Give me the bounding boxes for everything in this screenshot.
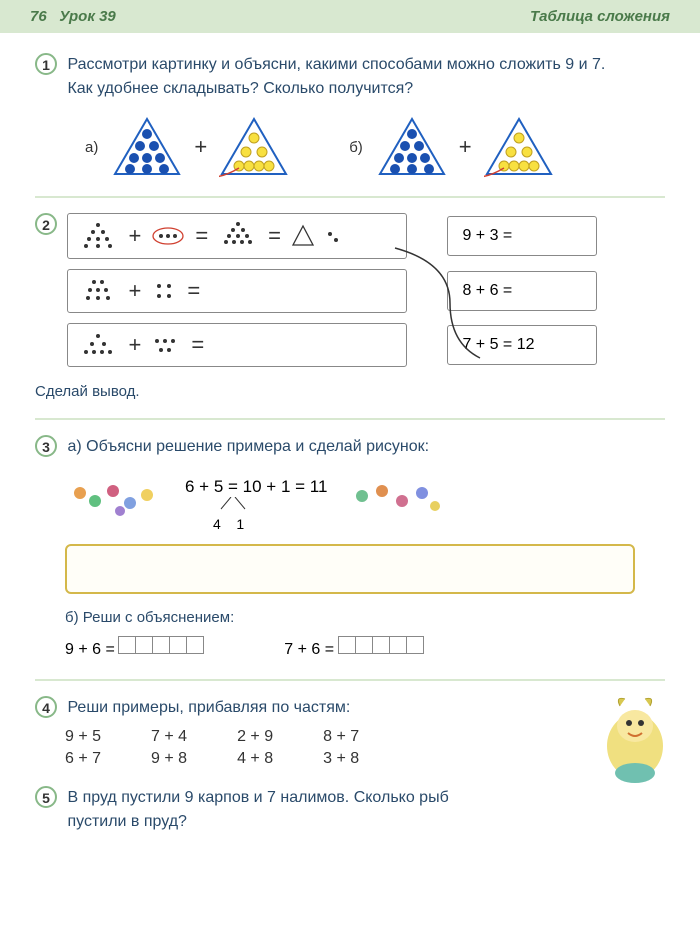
example-col: 9 + 5 6 + 7 (65, 728, 101, 768)
header-left: 76 Урок 39 (30, 8, 116, 25)
triangle-9-blue-icon (112, 116, 182, 178)
dots-3-circled-icon (151, 226, 185, 246)
equation-box: 9 + 3 = (447, 216, 597, 256)
divider (35, 679, 665, 681)
task3-text-b: б) Реши с объяснением: (65, 609, 665, 626)
task-badge: 3 (35, 435, 57, 457)
plus-icon: + (459, 134, 472, 160)
triangle-7-yellow-icon (219, 116, 289, 178)
task-badge: 5 (35, 786, 57, 808)
triangle-outline-icon (291, 223, 319, 249)
task-text: Рассмотри картинку и объясни, какими спо… (67, 53, 627, 101)
answer-cells[interactable] (339, 636, 424, 654)
plus-icon: + (194, 134, 207, 160)
diagram-a: а) + (85, 116, 289, 178)
task2-row-1: + = = 9 + 3 = (67, 213, 597, 259)
example: 6 + 7 (65, 750, 101, 768)
example: 9 + 8 (151, 750, 187, 768)
example: 8 + 7 (323, 728, 359, 746)
dots-7-icon (78, 330, 118, 360)
solve-row: 9 + 6 = 7 + 6 = (65, 636, 665, 659)
equation-box: 7 + 5 = 12 (447, 325, 597, 365)
label-b: б) (349, 139, 363, 156)
lesson-label: Урок 39 (59, 8, 116, 25)
dots-equation-box: + = = (67, 213, 407, 259)
task4-text: Реши примеры, прибавляя по частям: (67, 696, 627, 720)
solve-2: 7 + 6 = (284, 636, 423, 659)
example-col: 8 + 7 3 + 8 (323, 728, 359, 768)
answer-cells[interactable] (119, 636, 204, 654)
mascot-icon (595, 691, 675, 786)
page-header: 76 Урок 39 Таблица сложения (0, 0, 700, 33)
task1-diagrams: а) + (85, 116, 665, 178)
diagram-b: б) + (349, 116, 553, 178)
example: 2 + 9 (237, 728, 273, 746)
task2-row-2: + = 8 + 6 = (67, 269, 597, 313)
task-2: 2 + = = 9 + 3 = (35, 213, 665, 400)
task3-text-a: а) Объясни решение примера и сделай рису… (67, 435, 627, 459)
dots-2-icon (325, 226, 341, 246)
task2-row-3: + = 7 + 5 = 12 (67, 323, 597, 367)
dots-10-icon (218, 220, 258, 252)
task-5: 5 В пруд пустили 9 карпов и 7 налимов. С… (35, 786, 665, 834)
dots-9-icon (78, 220, 118, 252)
dots-5-icon (151, 334, 181, 356)
task-3: 3 а) Объясни решение примера и сделай ри… (35, 435, 665, 659)
example: 9 + 5 (65, 728, 101, 746)
dots-equation-box: + = (67, 323, 407, 367)
label-a: а) (85, 139, 98, 156)
task-4: 4 Реши примеры, прибавляя по частям: 9 +… (35, 696, 665, 768)
task-badge: 2 (35, 213, 57, 235)
butterflies-left-icon (65, 481, 165, 521)
example-col: 7 + 4 9 + 8 (151, 728, 187, 768)
split-b: 1 (236, 516, 244, 532)
equation-split: 6 + 5 = 10 + 1 = 11 (185, 477, 327, 497)
task-badge: 4 (35, 696, 57, 718)
dots-8-icon (78, 276, 118, 306)
solve-1: 9 + 6 = (65, 636, 204, 659)
example: 3 + 8 (323, 750, 359, 768)
divider (35, 418, 665, 420)
examples-grid: 9 + 5 6 + 7 7 + 4 9 + 8 2 + 9 4 + 8 8 + … (65, 728, 665, 768)
task5-text: В пруд пустили 9 карпов и 7 налимов. Ско… (67, 786, 487, 834)
butterflies-right-icon (347, 481, 447, 521)
split-lines-icon (213, 497, 263, 511)
task2-footer: Сделай вывод. (35, 383, 665, 400)
example: 7 + 4 (151, 728, 187, 746)
dots-equation-box: + = (67, 269, 407, 313)
example: 4 + 8 (237, 750, 273, 768)
answer-box[interactable] (65, 544, 635, 594)
task-badge: 1 (35, 53, 57, 75)
page-number: 76 (30, 8, 47, 25)
task-1: 1 Рассмотри картинку и объясни, какими с… (35, 53, 665, 178)
page: 76 Урок 39 Таблица сложения 1 Рассмотри … (0, 0, 700, 928)
equation-box: 8 + 6 = (447, 271, 597, 311)
dots-4-icon (151, 280, 177, 302)
example-col: 2 + 9 4 + 8 (237, 728, 273, 768)
divider (35, 196, 665, 198)
split-a: 4 (213, 516, 221, 532)
triangle-9-blue-icon (377, 116, 447, 178)
topic-label: Таблица сложения (530, 8, 670, 25)
content: 1 Рассмотри картинку и объясни, какими с… (0, 33, 700, 872)
triangle-7-yellow-icon (484, 116, 554, 178)
